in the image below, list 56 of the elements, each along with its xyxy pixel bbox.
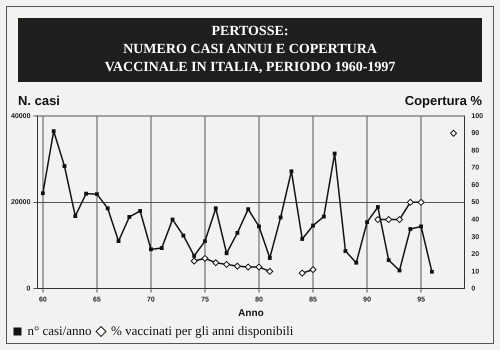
point bbox=[160, 246, 164, 250]
point bbox=[235, 231, 240, 235]
point bbox=[322, 214, 326, 218]
point bbox=[385, 216, 392, 224]
point bbox=[170, 218, 174, 222]
point bbox=[84, 192, 88, 196]
point bbox=[450, 130, 458, 137]
point bbox=[149, 247, 153, 252]
chart-title: PERTOSSE: NUMERO CASI ANNUI E COPERTURA VACCINALE IN ITALIA, PERIODO 1960-1997 bbox=[18, 18, 482, 82]
point bbox=[181, 234, 186, 238]
point bbox=[386, 258, 391, 262]
x-axis-title: Anno bbox=[238, 308, 264, 319]
point bbox=[52, 129, 56, 134]
point bbox=[94, 192, 99, 196]
point bbox=[62, 164, 66, 168]
point bbox=[203, 239, 207, 244]
point bbox=[396, 216, 403, 224]
point bbox=[344, 249, 348, 253]
point bbox=[224, 251, 228, 256]
point bbox=[257, 224, 261, 228]
point bbox=[398, 268, 402, 272]
point bbox=[268, 256, 272, 260]
point bbox=[419, 224, 424, 228]
point bbox=[365, 220, 369, 224]
point bbox=[192, 254, 196, 258]
y-axis-title: N. casi bbox=[18, 93, 60, 108]
point bbox=[190, 257, 198, 264]
point bbox=[234, 262, 241, 270]
point bbox=[278, 215, 283, 220]
point bbox=[266, 268, 274, 275]
point bbox=[332, 152, 337, 156]
point bbox=[106, 206, 110, 210]
point bbox=[127, 215, 132, 219]
point bbox=[408, 227, 412, 231]
point bbox=[300, 237, 304, 241]
point bbox=[244, 264, 252, 271]
point bbox=[73, 214, 78, 218]
legend-label: n° casi/anno bbox=[28, 322, 92, 338]
point bbox=[138, 209, 142, 213]
point bbox=[430, 270, 434, 274]
point bbox=[256, 264, 262, 271]
point bbox=[376, 205, 380, 209]
point bbox=[311, 224, 315, 228]
point bbox=[290, 169, 294, 174]
point bbox=[201, 254, 208, 262]
point bbox=[298, 270, 306, 277]
point bbox=[116, 239, 120, 244]
point bbox=[214, 206, 218, 210]
point bbox=[40, 191, 45, 196]
point bbox=[223, 260, 230, 268]
point bbox=[418, 198, 425, 206]
y2-axis-title: Copertura % bbox=[404, 93, 482, 108]
legend-label: % vaccinati per gli anni disponibili bbox=[111, 322, 294, 338]
point bbox=[212, 259, 220, 266]
point bbox=[406, 198, 414, 206]
point bbox=[310, 266, 317, 274]
